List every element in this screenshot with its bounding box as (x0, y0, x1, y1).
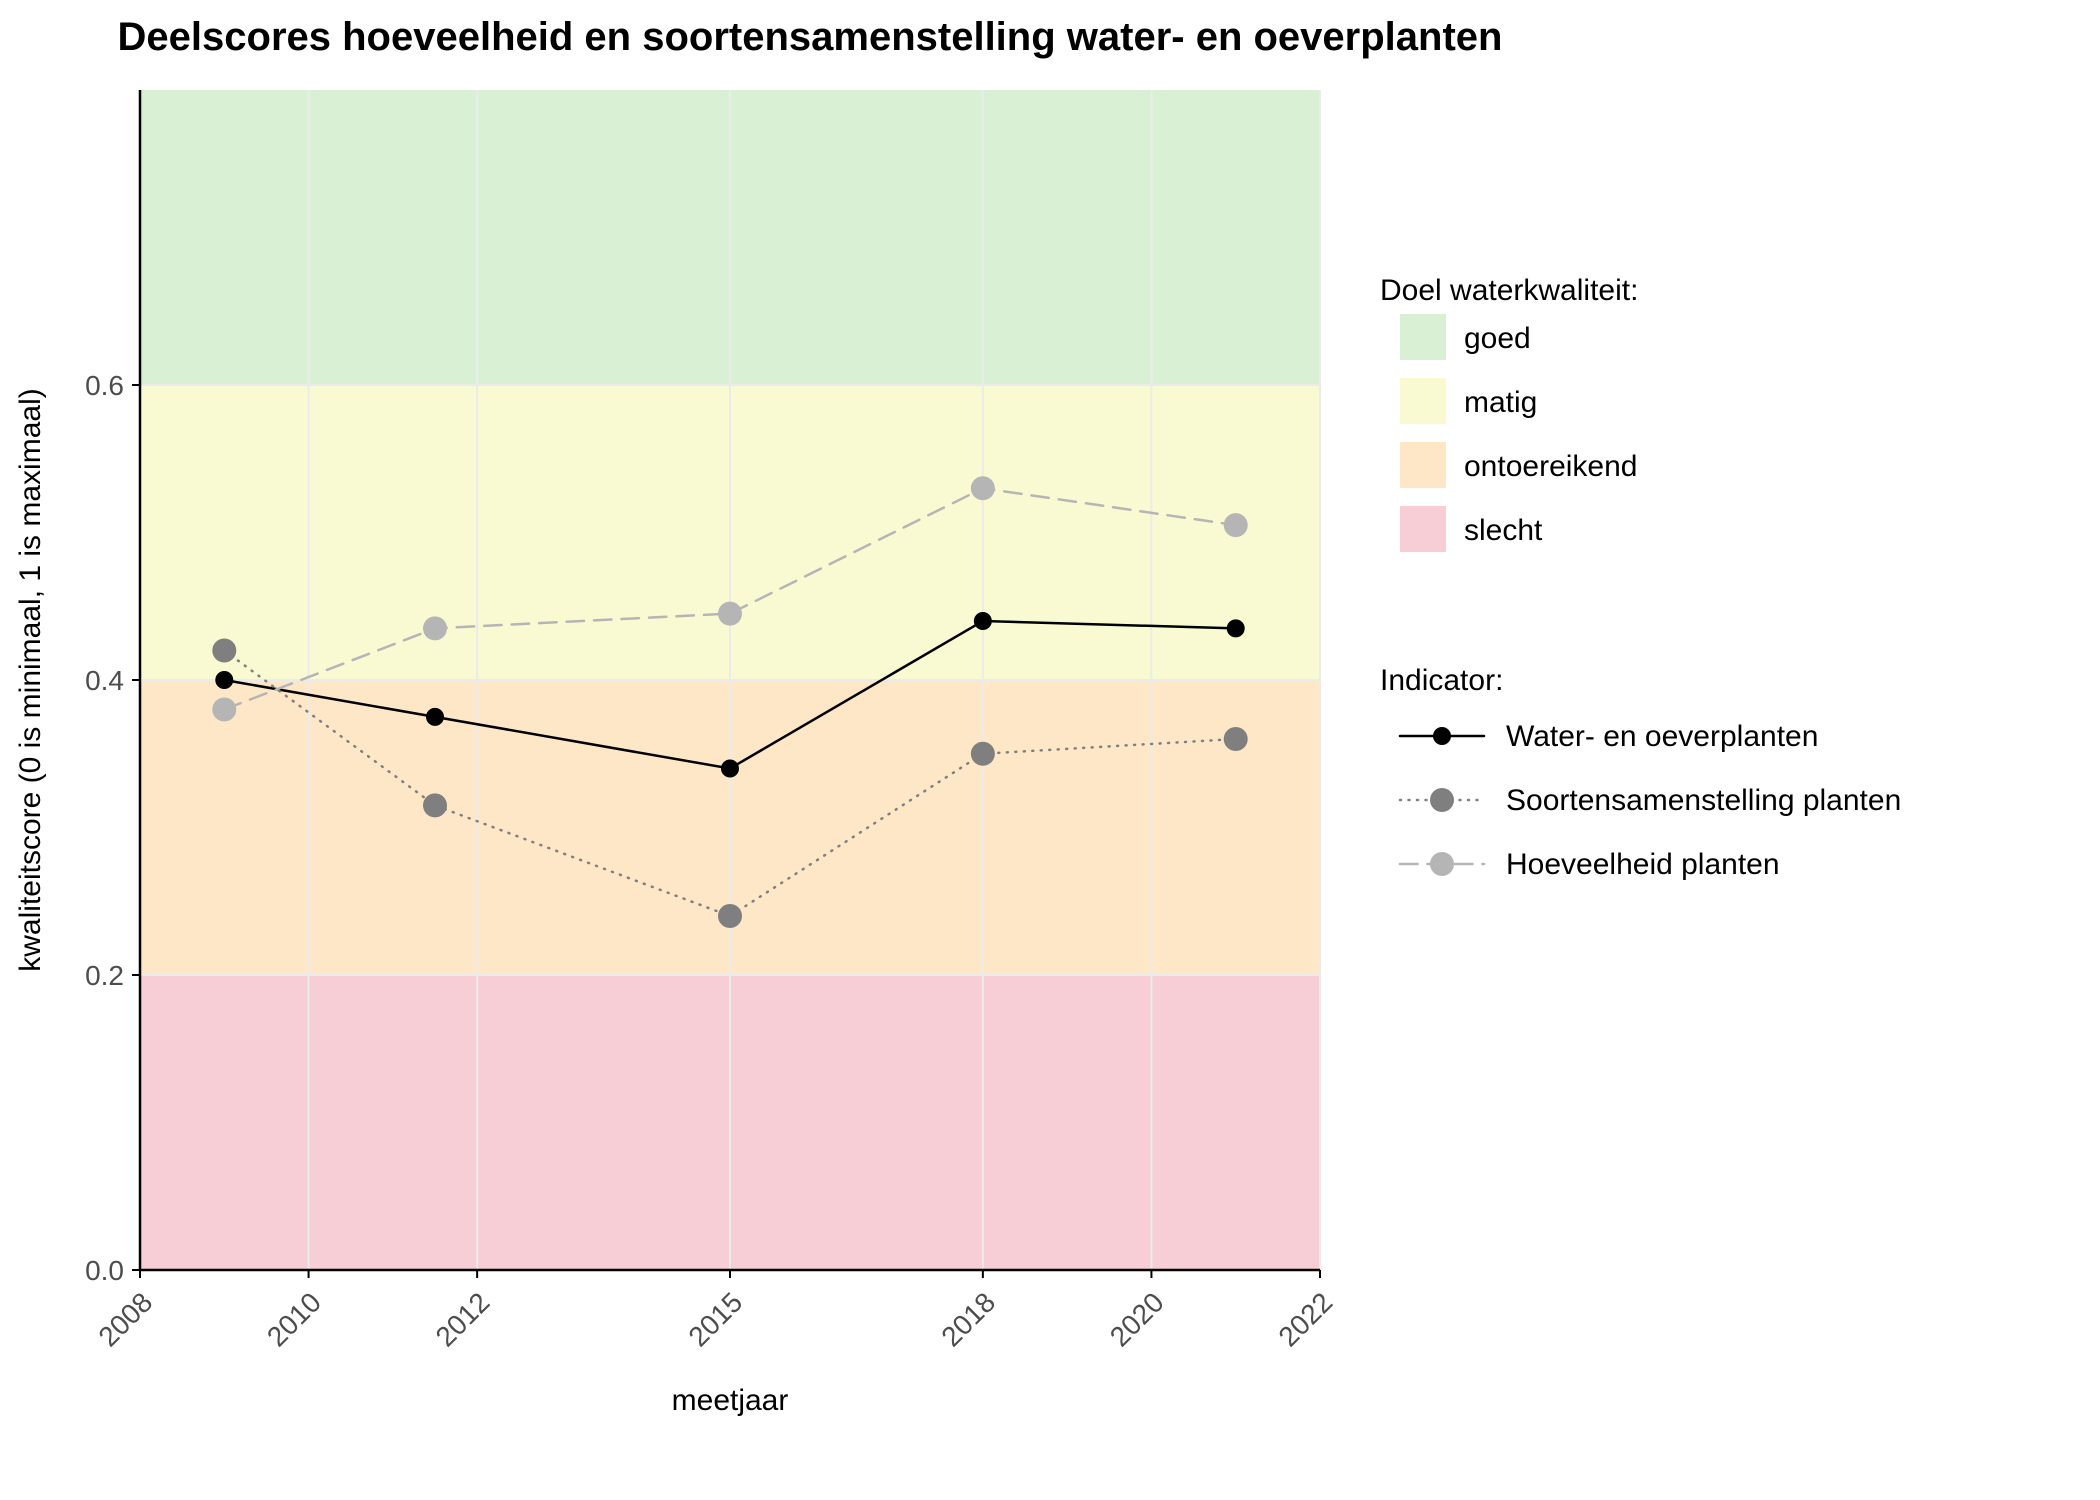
legend-band-label: ontoereikend (1464, 450, 1637, 483)
legend-series-title: Indicator: (1380, 664, 1503, 697)
legend-swatch (1400, 442, 1446, 488)
series-point (721, 760, 739, 778)
x-axis-label: meetjaar (672, 1384, 789, 1417)
legend-marker-sample (1430, 788, 1454, 812)
legend-series-label: Water- en oeverplanten (1506, 720, 1818, 753)
series-point (212, 698, 236, 722)
series-point (1224, 513, 1248, 537)
x-tick-label-group: 2015 (682, 1286, 748, 1352)
series-point (1224, 727, 1248, 751)
x-tick-label: 2015 (682, 1286, 748, 1352)
legend-series-label: Soortensamenstelling planten (1506, 784, 1901, 817)
x-tick-label-group: 2010 (261, 1286, 327, 1352)
chart-title: Deelscores hoeveelheid en soortensamenst… (118, 15, 1503, 59)
x-tick-label-group: 2008 (92, 1286, 158, 1352)
series-point (426, 708, 444, 726)
x-tick-label-group: 2018 (935, 1286, 1001, 1352)
y-tick-label: 0.2 (85, 960, 124, 991)
legend-series-label: Hoeveelheid planten (1506, 848, 1780, 881)
legend-swatch (1400, 506, 1446, 552)
x-tick-label-group: 2020 (1104, 1286, 1170, 1352)
series-point (971, 742, 995, 766)
legend-band-label: matig (1464, 386, 1537, 419)
legend-bands-title: Doel waterkwaliteit: (1380, 274, 1638, 307)
series-point (718, 602, 742, 626)
x-tick-label: 2022 (1272, 1286, 1338, 1352)
x-tick-label: 2012 (430, 1286, 496, 1352)
legend-band-label: slecht (1464, 514, 1543, 547)
x-tick-label-group: 2012 (430, 1286, 496, 1352)
legend-marker-sample (1433, 727, 1451, 745)
series-point (971, 476, 995, 500)
legend: Doel waterkwaliteit: goed matig ontoereiken… (1380, 274, 1901, 881)
x-tick-label-group: 2022 (1272, 1286, 1338, 1352)
series-point (212, 639, 236, 663)
series-point (974, 612, 992, 630)
series-point (423, 793, 447, 817)
x-tick-label: 2010 (261, 1286, 327, 1352)
chart-svg: Deelscores hoeveelheid en soortensamenst… (0, 0, 2100, 1500)
legend-swatch (1400, 314, 1446, 360)
series-point (1227, 619, 1245, 637)
chart-container: Deelscores hoeveelheid en soortensamenst… (0, 0, 2100, 1500)
x-tick-label: 2020 (1104, 1286, 1170, 1352)
legend-swatch (1400, 378, 1446, 424)
y-axis-label: kwaliteitscore (0 is minimaal, 1 is maxi… (14, 388, 47, 971)
legend-band-label: goed (1464, 322, 1531, 355)
y-tick-label: 0.0 (85, 1255, 124, 1286)
series-point (423, 616, 447, 640)
x-tick-label: 2018 (935, 1286, 1001, 1352)
y-tick-label: 0.4 (85, 665, 124, 696)
y-tick-label: 0.6 (85, 370, 124, 401)
series-point (718, 904, 742, 928)
series-point (215, 671, 233, 689)
x-tick-label: 2008 (92, 1286, 158, 1352)
legend-marker-sample (1430, 852, 1454, 876)
